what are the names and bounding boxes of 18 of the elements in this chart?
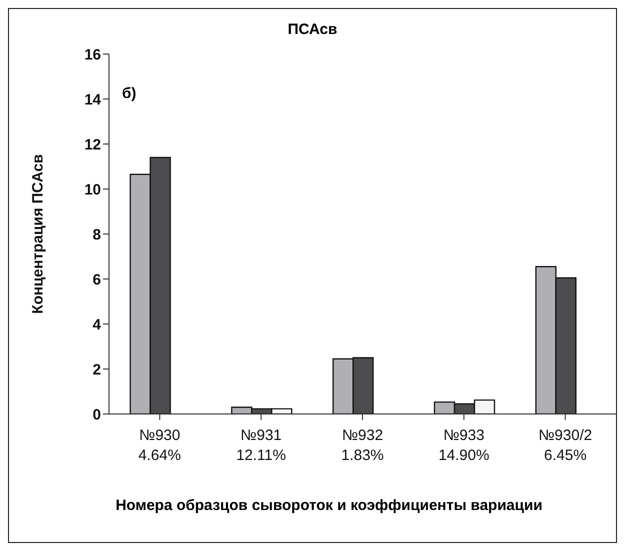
y-tick-label: 8 [92, 226, 101, 244]
x-tick-label: №932 1.83% [341, 427, 384, 464]
x-tick-label: №930/2 6.45% [538, 427, 592, 464]
y-tick-label: 14 [84, 91, 102, 108]
x-axis-title: Номера образцов сывороток и коэффициенты вариации [114, 496, 544, 516]
y-tick-label: 4 [92, 316, 102, 334]
annotation: б) [122, 85, 136, 102]
y-tick-label: 6 [92, 271, 101, 288]
y-tick-label: 10 [84, 181, 101, 198]
x-tick-label: №930 4.64% [138, 427, 181, 464]
y-tick-label: 16 [84, 46, 101, 64]
y-axis-title: Концентрация ПСАсв [29, 154, 46, 314]
y-tick-label: 2 [92, 361, 101, 378]
x-tick-label: №933 14.90% [438, 427, 490, 464]
y-tick-label: 12 [84, 136, 101, 154]
y-tick-label: 0 [92, 406, 101, 424]
x-tick-label: №931 12.11% [236, 427, 286, 464]
chart-title: ПСАсв [286, 21, 338, 38]
